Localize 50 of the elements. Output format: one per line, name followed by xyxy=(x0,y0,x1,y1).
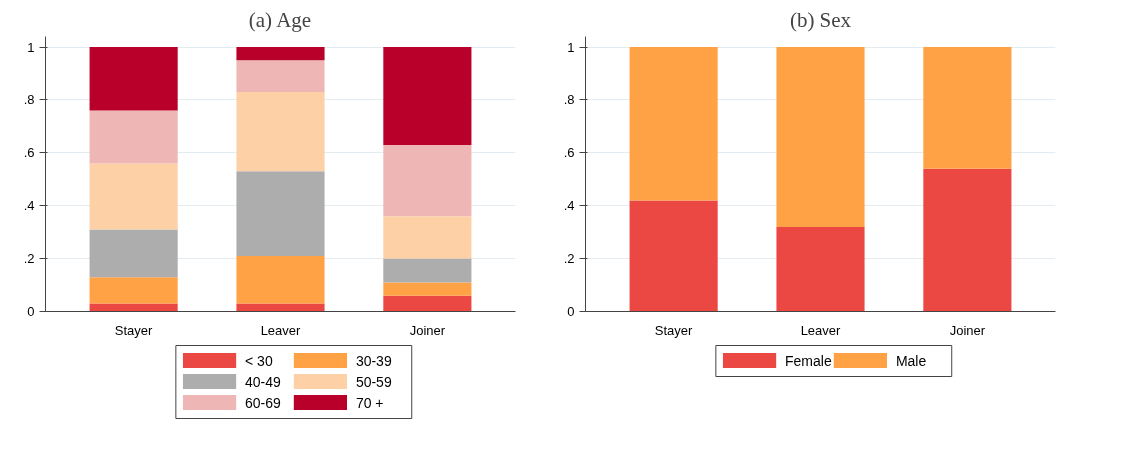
x-tick-label: Leaver xyxy=(260,322,302,338)
legend-label: 60-69 xyxy=(245,394,282,411)
bar xyxy=(89,47,178,111)
bar xyxy=(383,282,472,296)
legend-label: 30-39 xyxy=(355,352,392,369)
y-tick-label: 1 xyxy=(27,39,35,55)
x-tick-label: Stayer xyxy=(654,322,694,338)
y-tick-label: .2 xyxy=(563,251,575,267)
bar xyxy=(236,92,325,172)
bar xyxy=(236,255,325,304)
chart-title: (b) Sex xyxy=(789,7,852,32)
legend-label: 40-49 xyxy=(245,373,282,390)
y-tick-label: .6 xyxy=(23,145,35,161)
legend-label: Male xyxy=(895,352,927,369)
legend-label: < 30 xyxy=(245,352,273,369)
y-tick-label: .4 xyxy=(23,198,35,214)
bar xyxy=(89,110,178,164)
bar xyxy=(629,200,718,312)
bar xyxy=(89,277,178,304)
bar xyxy=(236,60,325,93)
bar xyxy=(236,171,325,256)
y-tick-label: .2 xyxy=(23,251,35,267)
x-tick-label: Leaver xyxy=(800,322,842,338)
x-tick-label: Stayer xyxy=(114,322,154,338)
bar xyxy=(383,47,472,145)
y-tick-label: .6 xyxy=(563,145,575,161)
legend-label: Female xyxy=(785,352,832,369)
y-tick-label: 1 xyxy=(567,39,575,55)
y-tick-label: .4 xyxy=(563,198,575,214)
legend-label: 50-59 xyxy=(355,373,392,390)
legend-label: 70 + xyxy=(355,394,384,411)
bar xyxy=(776,226,865,312)
chart-title: (a) Age xyxy=(248,7,312,32)
y-tick-label: 0 xyxy=(27,304,35,319)
bar xyxy=(923,168,1012,312)
y-tick-label: .8 xyxy=(23,92,35,108)
bar xyxy=(383,144,472,217)
x-tick-label: Joiner xyxy=(409,322,446,338)
bar xyxy=(89,163,178,230)
bar xyxy=(383,258,472,283)
bar xyxy=(923,47,1012,169)
bar xyxy=(383,295,472,312)
bar xyxy=(776,47,865,227)
bar xyxy=(383,216,472,259)
bar xyxy=(236,47,325,61)
x-tick-label: Joiner xyxy=(949,322,986,338)
y-tick-label: 0 xyxy=(567,304,575,319)
y-tick-label: .8 xyxy=(563,92,575,108)
bar xyxy=(629,47,718,201)
bar xyxy=(89,229,178,278)
